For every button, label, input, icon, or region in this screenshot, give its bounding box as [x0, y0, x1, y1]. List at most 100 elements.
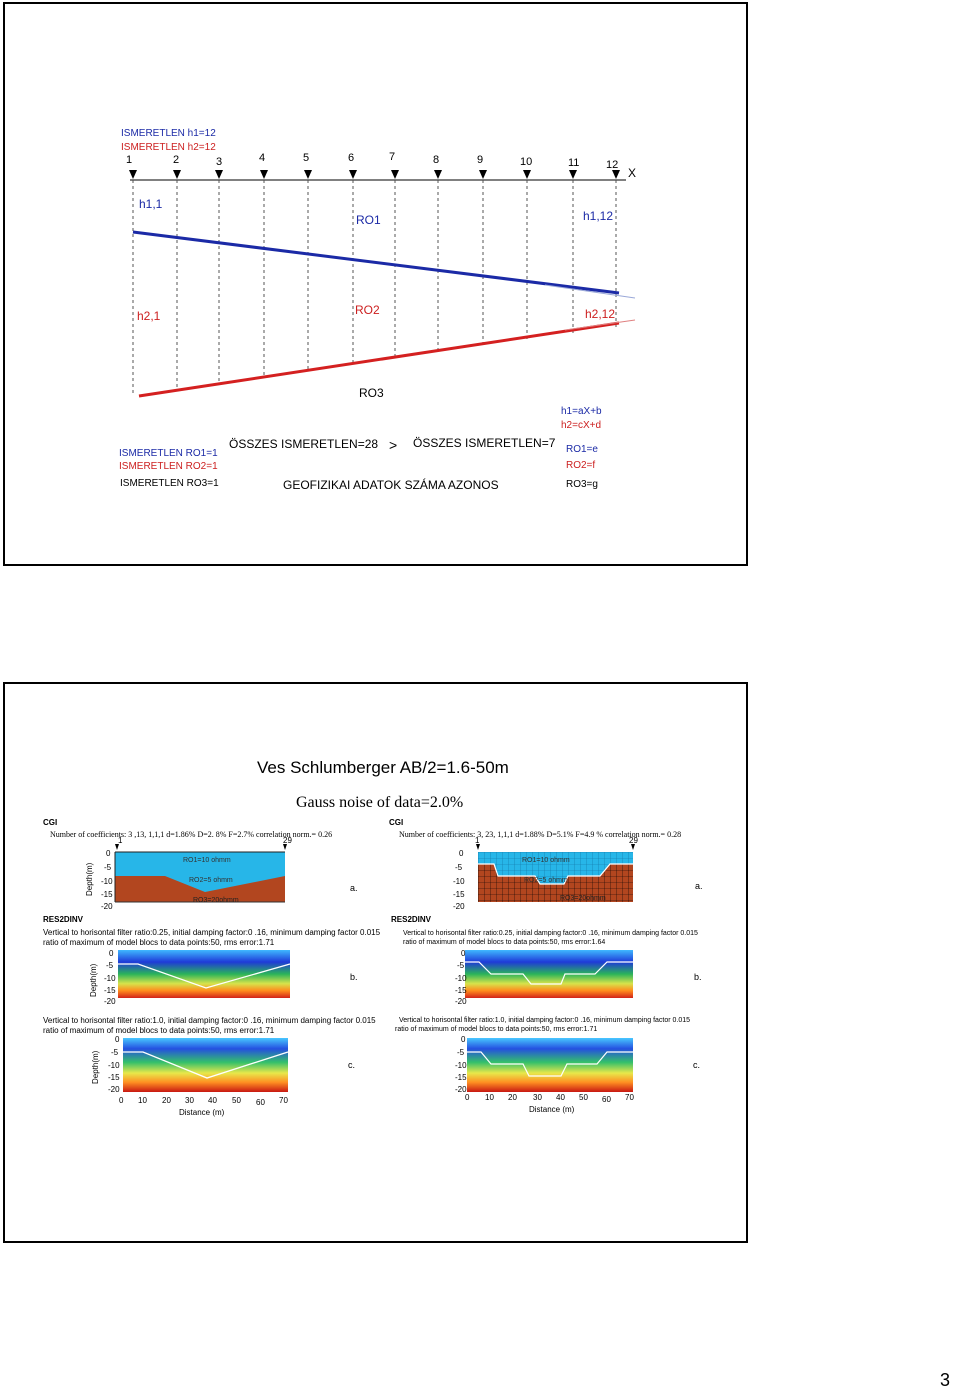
left-b-depth-axis-label: Depth(m)	[89, 963, 98, 997]
right-inversion-panel-b	[465, 950, 633, 998]
right-a-depth-20: -20	[453, 902, 465, 911]
ro3-label: RO3	[359, 386, 384, 400]
right-c-depth-10: -10	[455, 1061, 467, 1070]
right-ro1: RO1=10 ohmm	[522, 857, 570, 864]
right-ro2: RO2=5 ohmm	[524, 877, 568, 884]
right-ro3: RO3=20ohmm	[560, 895, 606, 902]
slide-schlumberger: Ves Schlumberger AB/2=1.6-50m Gauss nois…	[3, 682, 748, 1243]
position-10: 10	[520, 156, 533, 168]
right-a-depth-0: 0	[459, 849, 464, 858]
right-cgi-label: CGI	[389, 818, 404, 827]
unknown-ro3: ISMERETLEN RO3=1	[120, 478, 219, 489]
left-b-caption-1: Vertical to horisontal filter ratio:0.25…	[43, 928, 381, 937]
right-model-panel-a: RO1=10 ohmm RO2=5 ohmm RO3=20ohmm	[476, 844, 635, 902]
h1-1-label: h1,1	[139, 197, 163, 211]
right-dist-20: 20	[508, 1093, 517, 1102]
right-label-b: b.	[694, 972, 702, 982]
h2-12-label: h2,12	[585, 307, 616, 321]
position-6: 6	[348, 152, 355, 164]
unknown-ro2: ISMERETLEN RO2=1	[119, 461, 218, 472]
left-label-b: b.	[350, 972, 358, 982]
right-c-depth-0: 0	[461, 1035, 466, 1044]
right-b-depth-10: -10	[455, 974, 467, 983]
position-12: 12	[606, 159, 619, 171]
left-label-a: a.	[350, 883, 358, 893]
left-a-depth-0: 0	[106, 849, 111, 858]
right-inversion-panel-c	[467, 1038, 633, 1092]
greater-than: >	[389, 437, 398, 453]
unknown-h1: ISMERETLEN h1=12	[121, 128, 216, 139]
position-11: 11	[568, 157, 580, 169]
right-dist-10: 10	[485, 1093, 494, 1102]
right-c-caption-2: ratio of maximum of model blocs to data …	[395, 1026, 598, 1033]
right-b-depth-15: -15	[455, 986, 467, 995]
left-ro1: RO1=10 ohmm	[183, 857, 231, 864]
left-marker-1: 1	[118, 836, 123, 845]
left-c-depth-20: -20	[108, 1085, 120, 1094]
left-dist-20: 20	[162, 1096, 171, 1105]
right-dist-70: 70	[625, 1093, 634, 1102]
right-distance-label: Distance (m)	[529, 1105, 575, 1114]
right-a-depth-15: -15	[453, 890, 465, 899]
right-label-a: a.	[695, 881, 703, 891]
left-model-panel-a: RO1=10 ohmm RO2=5 ohmm RO3=20ohmm	[114, 844, 287, 904]
left-distance-label: Distance (m)	[179, 1108, 225, 1117]
left-a-depth-5: -5	[104, 863, 112, 872]
right-dist-0: 0	[465, 1093, 470, 1102]
left-c-depth-axis-label: Depth(m)	[91, 1050, 100, 1084]
page-number: 3	[940, 1370, 951, 1390]
right-a-depth-10: -10	[453, 877, 465, 886]
total-unknowns-left: ÖSSZES ISMERETLEN=28	[229, 437, 379, 451]
left-c-caption-2: ratio of maximum of model blocs to data …	[43, 1026, 275, 1035]
right-a-depth-5: -5	[455, 863, 463, 872]
left-dist-40: 40	[208, 1096, 217, 1105]
slide-subtitle: Gauss noise of data=2.0%	[296, 794, 464, 811]
left-dist-10: 10	[138, 1096, 147, 1105]
ro1-label: RO1	[356, 213, 381, 227]
h2-1-label: h2,1	[137, 309, 161, 323]
right-dist-60: 60	[602, 1095, 611, 1104]
left-c-depth-0: 0	[115, 1035, 120, 1044]
position-4: 4	[259, 152, 266, 164]
left-c-caption-1: Vertical to horisontal filter ratio:1.0,…	[43, 1016, 376, 1025]
left-inversion-panel-b	[118, 950, 291, 998]
left-b-depth-5: -5	[106, 961, 114, 970]
left-label-c: c.	[348, 1060, 356, 1070]
right-res2dinv-label: RES2DINV	[391, 915, 432, 924]
left-b-depth-0: 0	[109, 949, 114, 958]
right-marker-1: 1	[475, 836, 480, 845]
right-dist-50: 50	[579, 1093, 588, 1102]
left-a-depth-15: -15	[101, 890, 113, 899]
left-cgi-label: CGI	[43, 818, 58, 827]
left-ro3: RO3=20ohmm	[193, 897, 239, 904]
left-b-depth-20: -20	[104, 997, 116, 1006]
slide-title: Ves Schlumberger AB/2=1.6-50m	[257, 758, 509, 777]
left-dist-30: 30	[185, 1096, 194, 1105]
total-unknowns-right: ÖSSZES ISMERETLEN=7	[413, 436, 556, 450]
ro2-label: RO2	[355, 303, 380, 317]
left-c-depth-15: -15	[108, 1073, 120, 1082]
unknown-ro1: ISMERETLEN RO1=1	[119, 448, 218, 459]
position-3: 3	[216, 156, 223, 168]
formula-ro2: RO2=f	[566, 460, 596, 471]
right-b-depth-5: -5	[457, 961, 465, 970]
right-c-depth-5: -5	[457, 1048, 465, 1057]
h1-12-label: h1,12	[583, 209, 614, 223]
unknown-h2: ISMERETLEN h2=12	[121, 142, 216, 153]
position-2: 2	[173, 154, 180, 166]
position-8: 8	[433, 154, 440, 166]
same-data-count: GEOFIZIKAI ADATOK SZÁMA AZONOS	[283, 478, 499, 492]
model-diagram	[129, 170, 636, 398]
left-marker-29: 29	[283, 836, 292, 845]
right-c-depth-15: -15	[455, 1073, 467, 1082]
left-dist-70: 70	[279, 1096, 288, 1105]
left-c-depth-10: -10	[108, 1061, 120, 1070]
x-axis-label: X	[628, 166, 637, 180]
formula-h1: h1=aX+b	[561, 406, 602, 417]
left-coeff-text: Number of coefficients: 3 ,13, 1,1,1 d=1…	[50, 830, 333, 839]
formula-ro3: RO3=g	[566, 479, 598, 490]
left-ro2: RO2=5 ohmm	[189, 877, 233, 884]
left-c-depth-5: -5	[111, 1048, 119, 1057]
right-dist-30: 30	[533, 1093, 542, 1102]
position-5: 5	[303, 152, 310, 164]
